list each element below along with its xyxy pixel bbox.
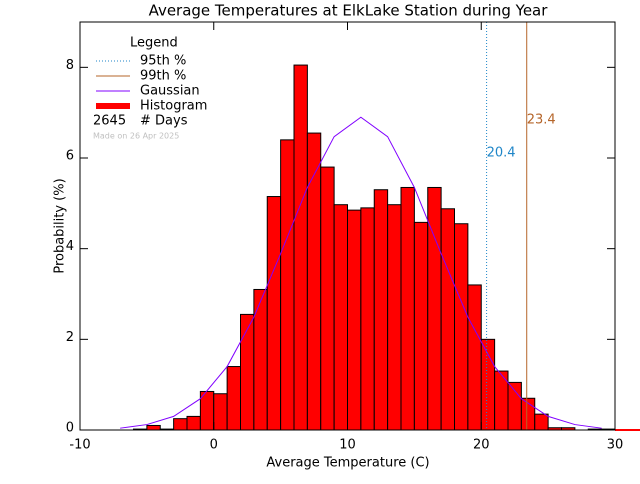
histogram-bar — [360, 207, 375, 431]
y-tick-label: 4 — [66, 239, 74, 254]
histogram-bar — [507, 381, 522, 431]
y-tick-label: 8 — [66, 58, 74, 73]
histogram-bar — [347, 209, 362, 431]
days-count: 2645 — [93, 114, 126, 129]
histogram-bar — [186, 415, 201, 431]
x-axis-label: Average Temperature (C) — [266, 456, 429, 471]
histogram-bar — [387, 204, 402, 431]
x-tick-label: 20 — [473, 438, 490, 453]
histogram-bar — [400, 186, 415, 431]
histogram-bar — [266, 196, 282, 431]
histogram-bar — [373, 189, 389, 431]
days-label: # Days — [140, 114, 188, 129]
chart-title: Average Temperatures at ElkLake Station … — [149, 2, 549, 20]
percentile-label: 23.4 — [527, 113, 556, 128]
histogram-bar — [253, 288, 268, 431]
histogram-bar — [240, 313, 255, 431]
legend-label: 95th % — [140, 54, 186, 69]
percentile-label: 20.4 — [487, 146, 516, 161]
y-tick-label: 6 — [66, 149, 74, 164]
histogram-bar — [480, 338, 496, 431]
histogram-bar — [413, 221, 429, 431]
histogram-bar — [293, 64, 308, 431]
legend-title: Legend — [130, 36, 178, 51]
footnote: Made on 26 Apr 2025 — [93, 132, 179, 141]
gaussian-curve — [120, 116, 602, 429]
x-tick-label: 10 — [339, 438, 356, 453]
histogram-bar — [320, 166, 335, 431]
legend-label: Histogram — [140, 99, 207, 114]
legend-label: Gaussian — [140, 84, 200, 99]
histogram-bar — [173, 418, 188, 431]
histogram-bar — [306, 132, 322, 431]
histogram-bar — [226, 366, 241, 431]
legend-label: 99th % — [140, 69, 186, 84]
histogram-bar — [199, 390, 215, 431]
histogram-bar — [454, 223, 469, 431]
x-tick-label: 30 — [607, 438, 624, 453]
histogram-bar — [280, 139, 295, 431]
histogram-bar — [427, 186, 442, 431]
x-tick-label: -10 — [69, 438, 90, 453]
histogram-bar — [440, 208, 455, 431]
histogram-bar — [333, 204, 348, 431]
histogram-bar — [146, 424, 161, 431]
histogram-bar — [213, 393, 228, 431]
histogram-bar — [534, 413, 549, 431]
histogram-bar — [467, 284, 482, 431]
y-tick-label: 2 — [66, 330, 74, 345]
y-axis-label: Probability (%) — [53, 178, 68, 273]
x-tick-label: 0 — [210, 438, 218, 453]
y-tick-label: 0 — [66, 421, 74, 436]
